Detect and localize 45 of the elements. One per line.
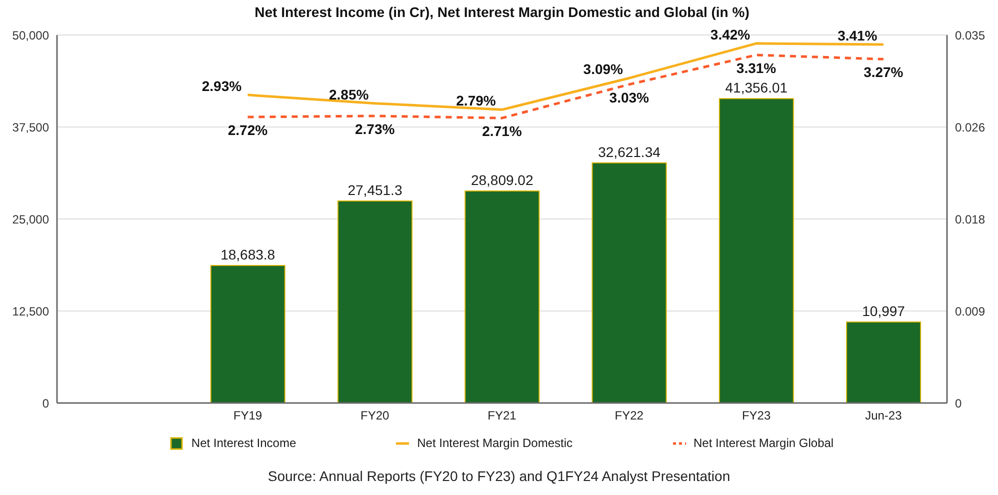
x-tick-label: FY20 — [360, 408, 390, 423]
y-tick-label: 12,500 — [12, 304, 50, 318]
y-tick-label: 50,000 — [12, 28, 50, 42]
data-label: 32,621.34 — [598, 144, 661, 160]
data-label: 2.72% — [228, 122, 268, 138]
data-label: 3.31% — [736, 60, 777, 76]
y-tick-label: 0 — [42, 396, 50, 410]
y-tick-label: 25,000 — [12, 212, 50, 226]
x-tick-label: Jun-23 — [865, 408, 902, 423]
bar — [337, 200, 412, 403]
x-tick-label: FY23 — [742, 408, 771, 423]
y-tick-label: 37,500 — [12, 120, 50, 134]
data-label: 3.27% — [864, 64, 904, 80]
bar — [718, 98, 794, 403]
bar — [210, 264, 286, 403]
data-label: 18,683.8 — [220, 246, 276, 262]
data-label: 2.71% — [482, 123, 522, 140]
data-label: 2.73% — [355, 120, 396, 137]
source-note: Source: Annual Reports (FY20 to FY23) and Q1FY24 Analyst Presentation — [268, 468, 730, 484]
data-label: 27,451.3 — [348, 182, 402, 198]
legend-label: Net Interest Margin Global — [694, 436, 834, 450]
data-label: 2.93% — [202, 78, 242, 94]
y2-tick-label: 0.009 — [955, 304, 986, 318]
data-label: 3.03% — [609, 89, 650, 106]
bar — [464, 190, 540, 403]
y2-tick-label: 0.018 — [955, 212, 986, 226]
chart-title: Net Interest Income (in Cr), Net Interest Margin Domestic and Global (in %) — [254, 4, 750, 20]
data-label: 3.42% — [710, 26, 751, 42]
bar — [846, 322, 922, 403]
data-label: 28,809.02 — [470, 172, 534, 188]
data-label: 2.85% — [329, 86, 370, 102]
data-label: 10,997 — [862, 303, 906, 320]
data-label: 41,356.01 — [725, 80, 788, 96]
x-tick-label: FY19 — [233, 408, 262, 423]
x-tick-label: FY22 — [614, 408, 644, 423]
y2-tick-label: 0.026 — [955, 120, 986, 134]
y2-tick-label: 0 — [955, 396, 962, 410]
x-tick-label: FY21 — [488, 408, 517, 423]
legend-label: Net Interest Income — [191, 436, 296, 450]
data-label: 2.79% — [456, 92, 496, 109]
legend-label: Net Interest Margin Domestic — [417, 436, 573, 450]
data-label: 3.41% — [838, 27, 878, 44]
data-label: 3.09% — [583, 61, 624, 78]
bar — [592, 162, 667, 403]
y2-tick-label: 0.035 — [955, 28, 986, 42]
